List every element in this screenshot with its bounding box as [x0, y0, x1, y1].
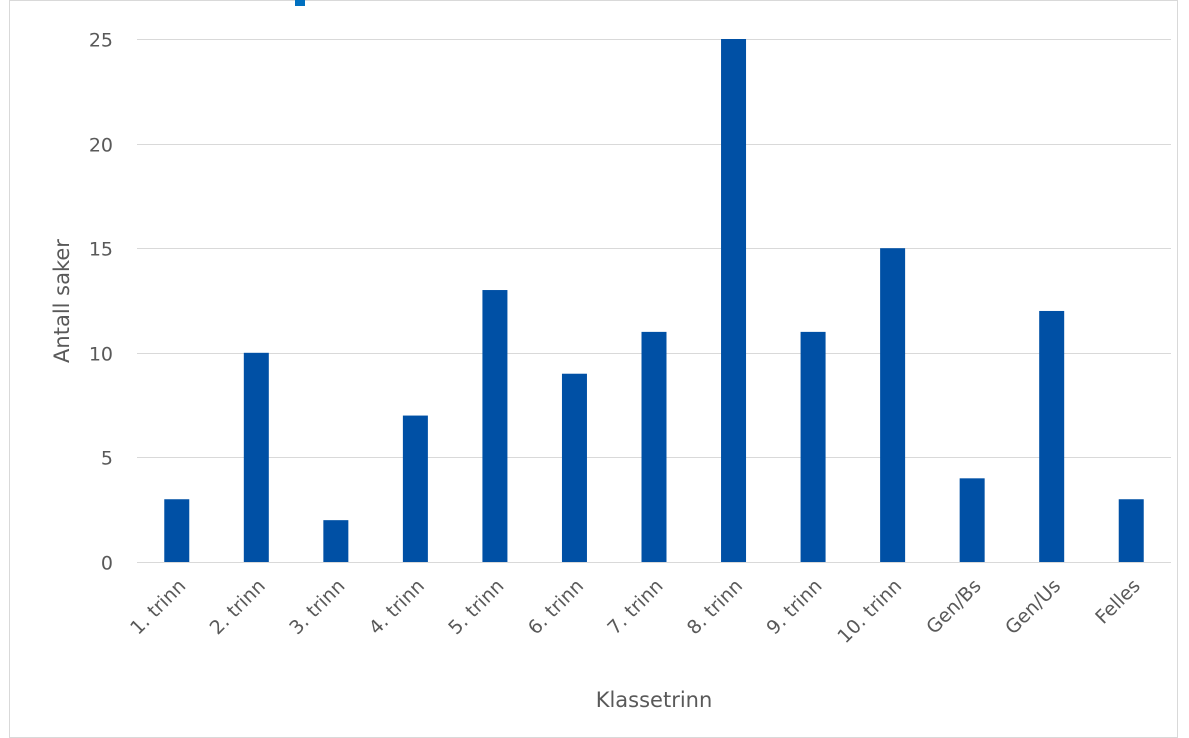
bar: [1039, 310, 1065, 562]
y-axis-title: Antall saker: [50, 239, 74, 363]
x-axis-title: Klassetrinn: [596, 688, 713, 712]
y-tick-label: 0: [101, 553, 113, 575]
bar: [641, 331, 667, 562]
bar: [959, 478, 985, 562]
y-tick-label: 20: [89, 135, 113, 157]
bar: [482, 290, 508, 562]
bar: [880, 248, 906, 562]
bar: [243, 352, 269, 562]
y-tick-label: 5: [101, 448, 113, 470]
bar: [561, 373, 587, 562]
bar: [164, 499, 190, 562]
y-tick-label: 10: [89, 344, 113, 366]
bar: [800, 331, 826, 562]
y-tick-label: 25: [89, 30, 113, 52]
bar: [323, 520, 349, 562]
y-tick-label: 15: [89, 239, 113, 261]
y-axis-ticks: 0 5 10 15 20 25: [89, 30, 113, 575]
header-accent-mark: [295, 0, 305, 6]
bar: [721, 39, 747, 562]
bar: [402, 415, 428, 562]
bars: [164, 39, 1144, 562]
chart-frame: [9, 0, 1178, 738]
bar: [1118, 499, 1144, 562]
